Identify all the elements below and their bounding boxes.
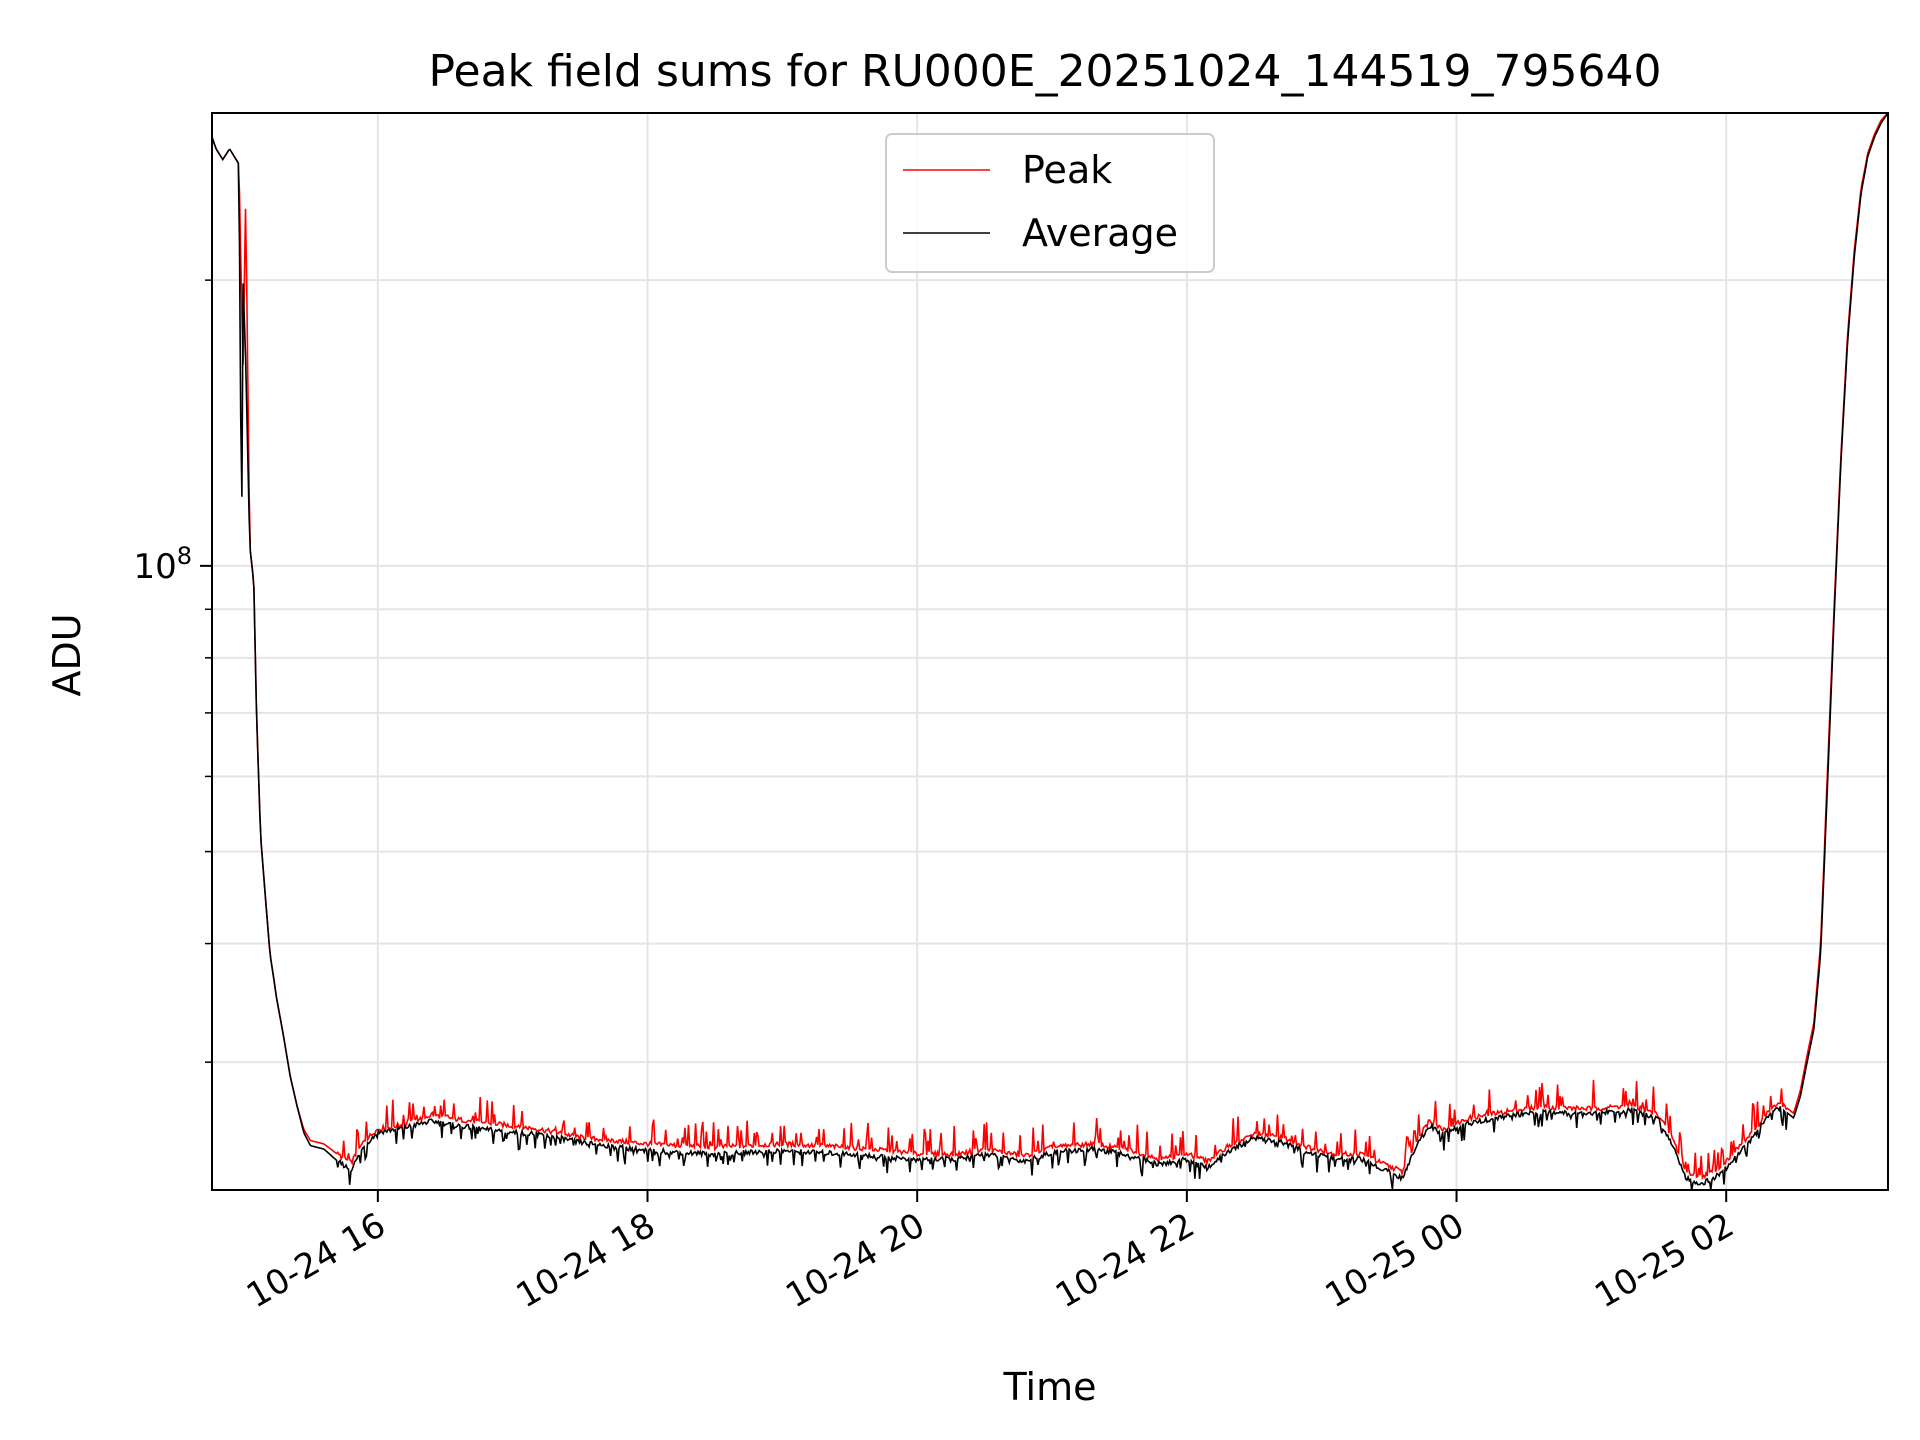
series-line-peak [212, 113, 1888, 1181]
legend: Peak Average [885, 133, 1215, 273]
series-layer [212, 113, 1888, 1190]
grid-lines [212, 113, 1888, 1190]
chart-title: Peak field sums for RU000E_20251024_1445… [429, 46, 1662, 97]
series-line-average [212, 113, 1888, 1190]
plot-frame [211, 112, 1889, 1191]
legend-average-label: Average [1022, 211, 1178, 255]
y-axis-ticks: 108 [133, 279, 212, 1063]
legend-peak-label: Peak [1022, 148, 1112, 192]
y-tick-label: 108 [133, 542, 192, 587]
legend-box [885, 133, 1215, 273]
x-axis-label: Time [1003, 1365, 1097, 1409]
y-axis-label: ADU [45, 613, 89, 696]
